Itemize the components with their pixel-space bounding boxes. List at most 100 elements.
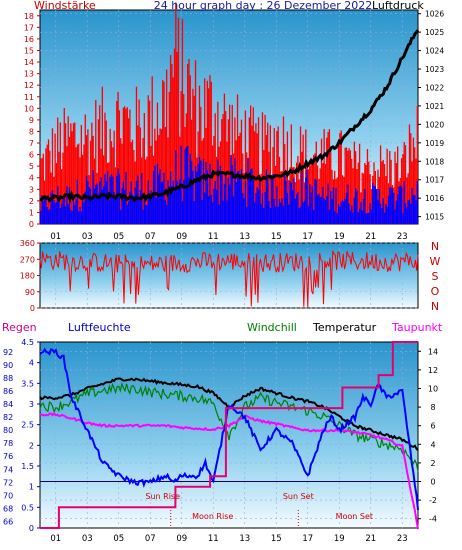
gust-bar bbox=[46, 144, 48, 224]
mean-bar bbox=[83, 202, 85, 224]
temp-humidity-panel: Sun Rise Sun Set Moon Rise Moon Set 0 0.5 1 1.… bbox=[2, 321, 443, 544]
hour-tick-label: 11 bbox=[208, 534, 219, 544]
mean-bar bbox=[269, 207, 271, 224]
mean-bar bbox=[378, 188, 380, 224]
mean-bar bbox=[143, 193, 145, 224]
mean-bar bbox=[410, 203, 412, 224]
gust-bar bbox=[340, 130, 342, 224]
gust-bar bbox=[150, 145, 152, 224]
mean-bar bbox=[188, 177, 190, 224]
wind-tick-label: 9 bbox=[29, 116, 34, 125]
rain-tick-label: 0 bbox=[29, 524, 34, 533]
gust-bar bbox=[127, 118, 130, 224]
gust-bar bbox=[365, 164, 367, 224]
gust-bar bbox=[120, 138, 122, 224]
mean-bar bbox=[328, 209, 331, 224]
sunset-label: Sun Set bbox=[283, 492, 314, 501]
gust-bar bbox=[302, 134, 304, 224]
mean-bar bbox=[294, 198, 296, 224]
mean-bar bbox=[344, 198, 346, 224]
temperature-ticks: -4 -2 0 2 4 6 8 10 12 14 bbox=[418, 347, 438, 524]
mean-bar bbox=[319, 196, 321, 224]
mean-bar bbox=[327, 183, 329, 224]
wind-tick-label: 12 bbox=[24, 81, 34, 90]
hour-axis-1: 01 03 05 07 09 11 13 15 17 19 21 23 bbox=[50, 232, 407, 242]
mean-bar bbox=[130, 181, 132, 224]
mean-bar bbox=[247, 157, 249, 224]
mean-bar bbox=[40, 210, 42, 224]
mean-bar bbox=[177, 187, 180, 224]
gust-bar bbox=[415, 158, 417, 224]
degree-tick-label: 0 bbox=[30, 304, 35, 313]
gust-bar bbox=[382, 159, 384, 224]
gust-bar bbox=[229, 104, 231, 224]
gust-bar bbox=[133, 150, 135, 224]
mean-bar bbox=[357, 212, 359, 224]
gust-bar bbox=[412, 137, 415, 224]
mean-bar bbox=[63, 198, 65, 224]
mean-bar bbox=[82, 200, 84, 224]
rain-tick-label: 2.5 bbox=[21, 421, 34, 430]
gust-bar bbox=[269, 125, 271, 224]
gust-bar bbox=[355, 151, 357, 224]
gust-bar bbox=[142, 137, 144, 224]
mean-bar bbox=[278, 199, 281, 224]
mean-bar bbox=[402, 212, 404, 224]
temp-tick-label: -4 bbox=[429, 515, 437, 524]
mean-bar bbox=[118, 174, 121, 224]
hour-tick-label: 05 bbox=[113, 232, 124, 242]
pressure-tick-label: 1023 bbox=[425, 65, 444, 74]
gust-bar bbox=[208, 88, 210, 224]
humidity-label: Luftfeuchte bbox=[68, 321, 131, 334]
mean-bar bbox=[131, 194, 134, 224]
temp-humidity-lines bbox=[39, 341, 419, 530]
gust-bar bbox=[51, 128, 54, 224]
mean-bar bbox=[305, 177, 307, 224]
gust-bar bbox=[80, 125, 82, 224]
mean-bar bbox=[231, 165, 233, 224]
gust-bar bbox=[260, 174, 262, 224]
mean-bar bbox=[105, 181, 107, 224]
mean-bar bbox=[411, 188, 413, 224]
gust-bar bbox=[299, 126, 302, 224]
mean-bar bbox=[352, 212, 354, 224]
gust-bar bbox=[131, 139, 134, 224]
mean-bar bbox=[71, 210, 73, 224]
compass-label: S bbox=[432, 270, 439, 283]
mean-bar bbox=[229, 184, 231, 224]
pressure-tick-label: 1026 bbox=[425, 10, 444, 19]
hour-tick-label: 19 bbox=[334, 534, 345, 544]
rain-tick-label: 1 bbox=[29, 483, 34, 492]
gust-bar bbox=[147, 95, 149, 225]
mean-bar bbox=[406, 207, 408, 224]
wind-tick-label: 6 bbox=[29, 151, 34, 160]
gust-bar bbox=[327, 131, 329, 224]
mean-bar bbox=[43, 195, 46, 224]
gust-bar bbox=[135, 86, 138, 224]
mean-bar bbox=[295, 194, 298, 224]
gust-bar bbox=[255, 123, 257, 224]
mean-bar bbox=[55, 202, 58, 224]
mean-bar bbox=[158, 174, 160, 224]
temp-tick-label: 0 bbox=[430, 478, 435, 487]
gust-bar bbox=[223, 93, 226, 225]
humidity-tick-label: 68 bbox=[3, 504, 13, 513]
mean-bar bbox=[121, 188, 123, 224]
mean-bar bbox=[97, 193, 100, 224]
gust-bar bbox=[286, 131, 289, 224]
wind-direction-grid bbox=[40, 242, 418, 309]
wind-tick-label: 7 bbox=[29, 139, 34, 148]
gust-bar bbox=[242, 153, 244, 224]
mean-bar bbox=[286, 192, 289, 224]
mean-bar bbox=[307, 206, 310, 224]
mean-bar bbox=[230, 155, 232, 224]
mean-bar bbox=[50, 192, 52, 224]
gust-bar bbox=[41, 158, 43, 224]
mean-bar bbox=[292, 190, 294, 224]
mean-bar bbox=[126, 204, 128, 224]
mean-bar bbox=[64, 206, 67, 224]
hour-tick-label: 15 bbox=[271, 232, 282, 242]
mean-bar bbox=[390, 187, 392, 224]
mean-bar bbox=[289, 181, 291, 224]
